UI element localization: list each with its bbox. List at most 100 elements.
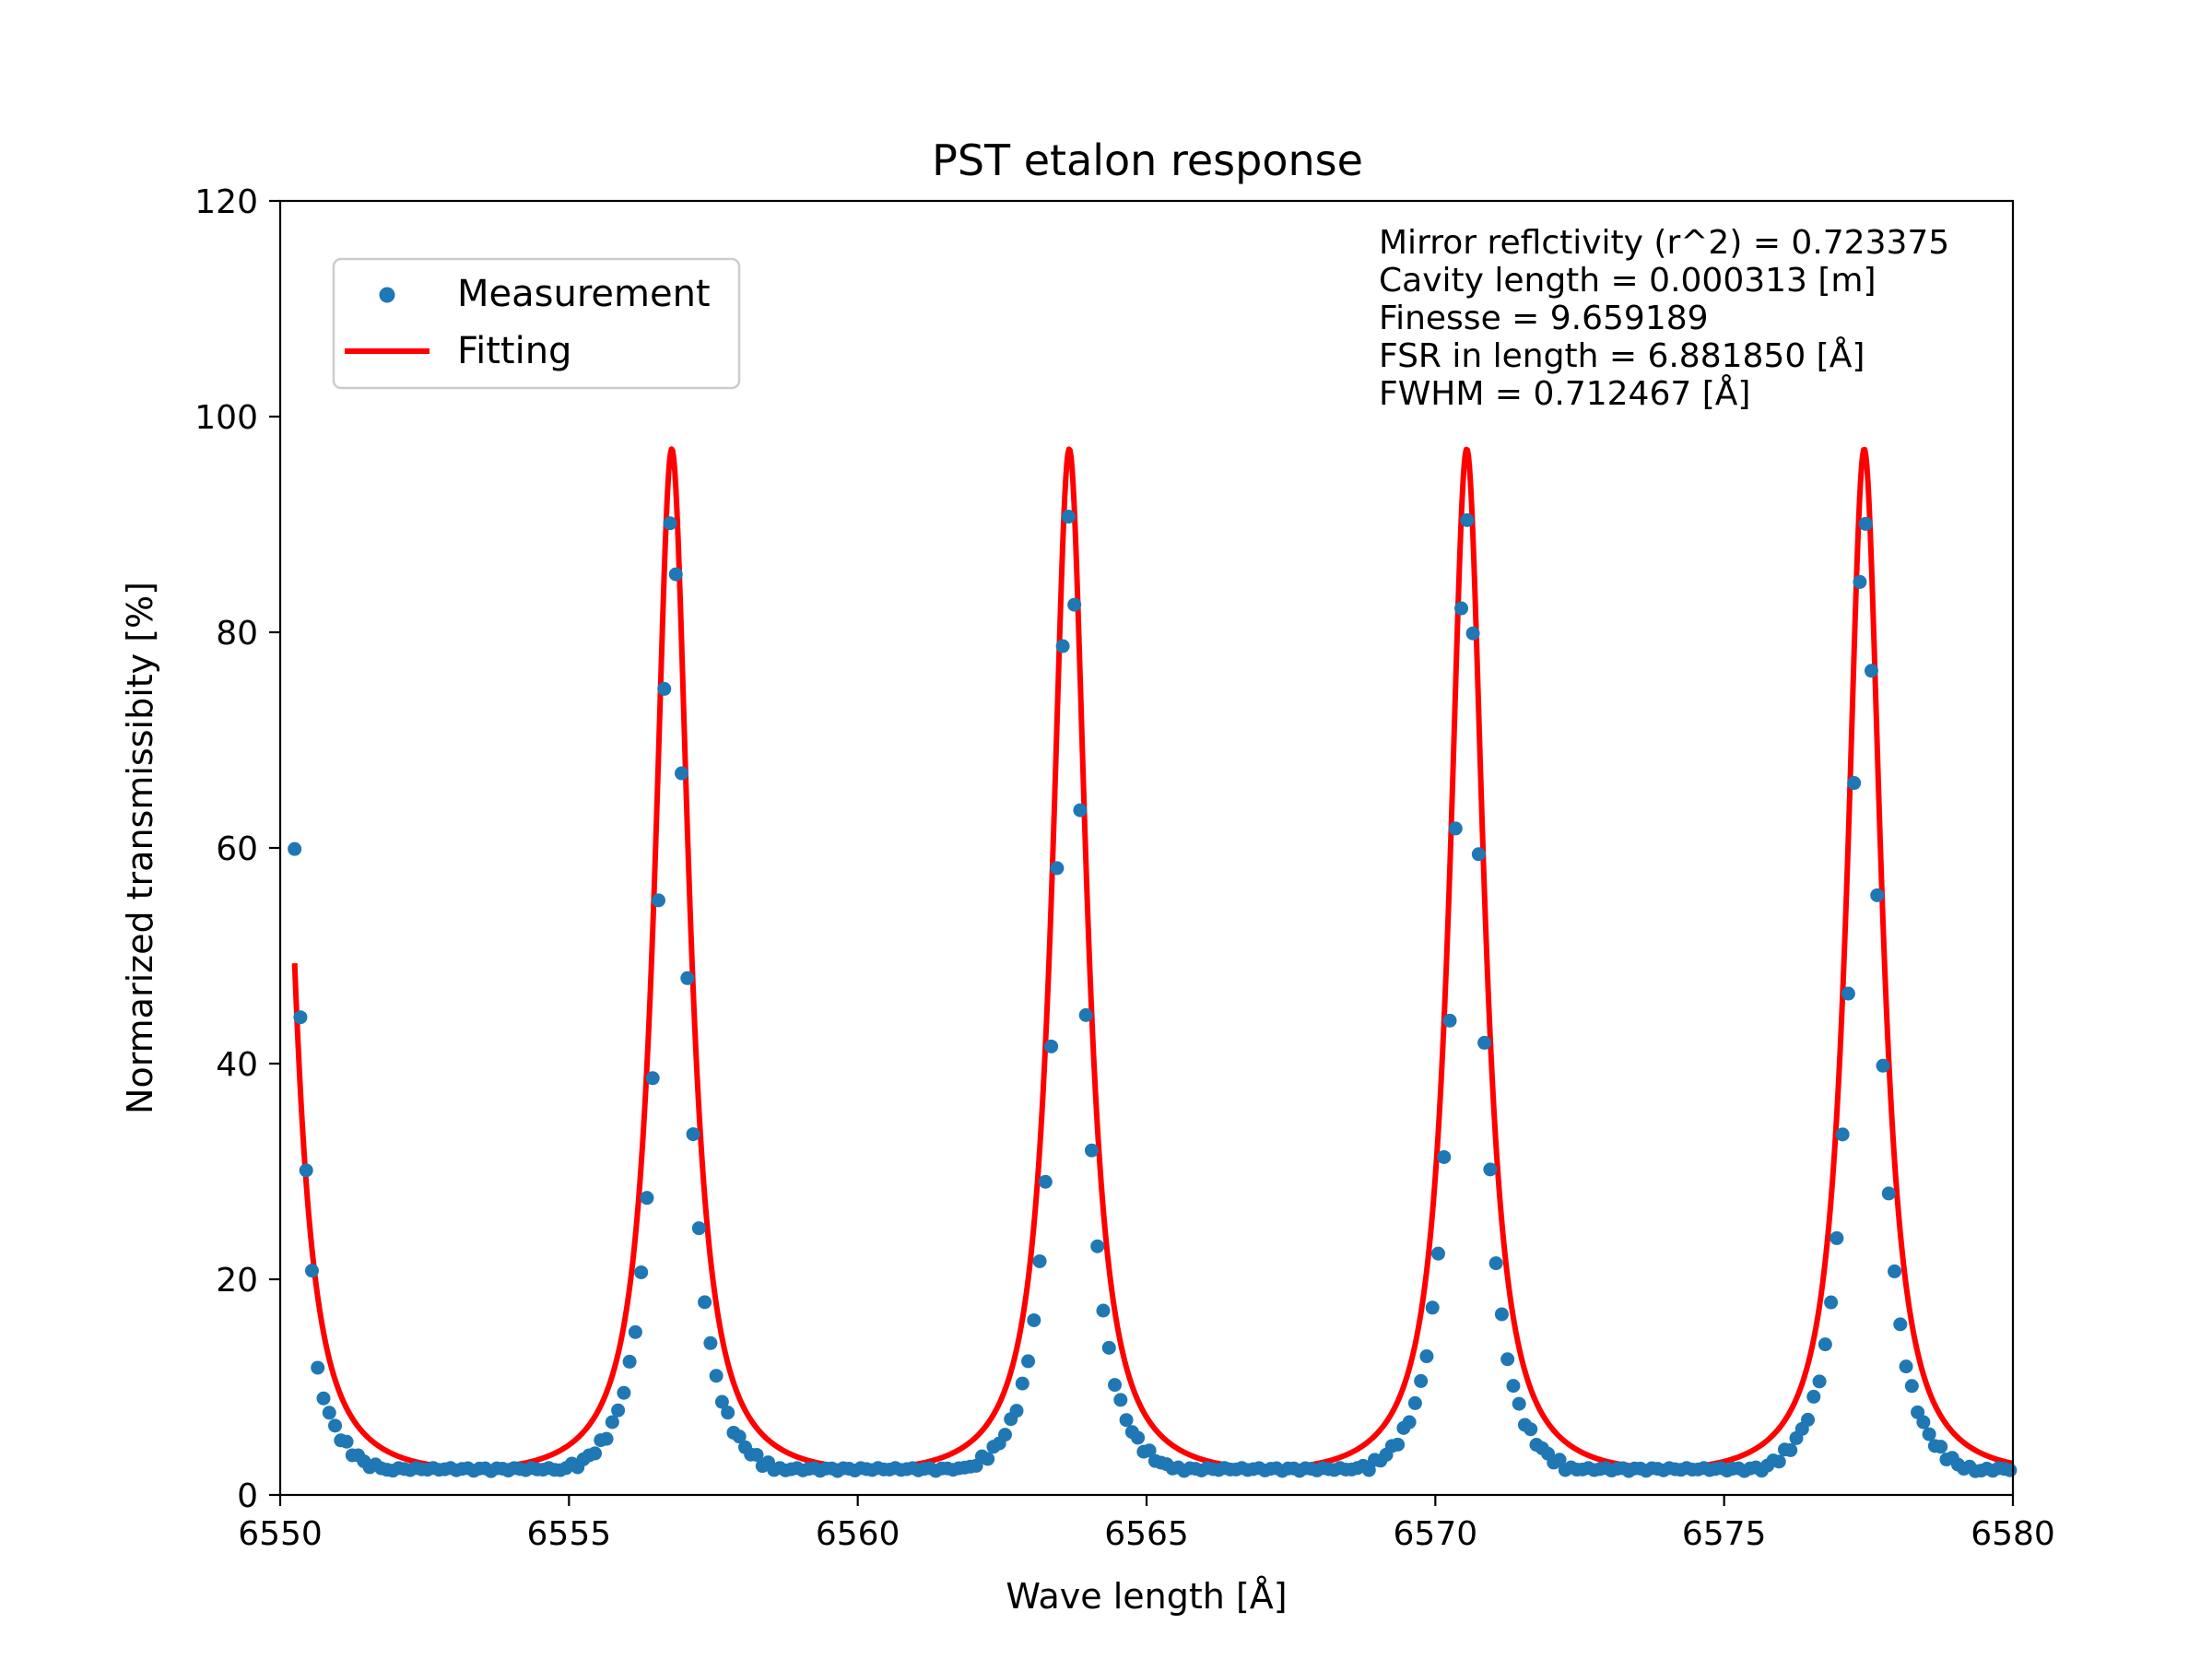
measurement-point: [2003, 1463, 2018, 1477]
x-tick-label: 6560: [816, 1515, 900, 1553]
measurement-point: [1402, 1415, 1417, 1430]
measurement-point: [1044, 1039, 1059, 1053]
measurement-point: [628, 1324, 642, 1339]
measurement-point: [997, 1428, 1012, 1442]
measurement-point: [322, 1406, 336, 1420]
x-tick-label: 6555: [527, 1515, 612, 1553]
measurement-point: [1818, 1337, 1832, 1352]
measurement-point: [698, 1295, 712, 1310]
measurement-point: [1442, 1013, 1457, 1028]
y-tick-label: 120: [194, 183, 258, 221]
measurement-point: [721, 1406, 735, 1420]
measurement-point: [1465, 626, 1480, 641]
measurement-point: [645, 1071, 660, 1086]
measurement-point: [1096, 1303, 1111, 1318]
y-tick-label: 80: [216, 615, 258, 653]
measurement-point: [1858, 516, 1873, 531]
y-tick-label: 40: [216, 1046, 258, 1084]
measurement-point: [1015, 1376, 1030, 1391]
annotation-fsr: FSR in length = 6.881850 [Å]: [1379, 335, 1865, 375]
measurement-point: [657, 681, 672, 696]
plot-area: [278, 199, 2018, 1497]
measurement-point: [1021, 1354, 1036, 1369]
measurement-point: [1899, 1359, 1913, 1374]
measurement-point: [1500, 1352, 1515, 1367]
measurement-point: [1050, 861, 1065, 876]
chart-title: PST etalon response: [932, 135, 1363, 185]
x-tick-label: 6565: [1104, 1515, 1189, 1553]
measurement-point: [1477, 1035, 1492, 1050]
measurement-point: [622, 1354, 637, 1369]
y-tick-label: 60: [216, 830, 258, 868]
measurement-point: [1771, 1454, 1786, 1469]
measurement-point: [1853, 574, 1867, 589]
measurement-point: [1934, 1440, 1948, 1454]
measurement-point: [1893, 1317, 1908, 1332]
annotation-fwhm: FWHM = 0.712467 [Å]: [1379, 373, 1750, 413]
measurement-point: [1067, 597, 1082, 612]
measurement-point: [1876, 1058, 1890, 1073]
measurement-point: [1801, 1412, 1816, 1427]
measurement-point: [1552, 1453, 1567, 1467]
measurement-point: [588, 1446, 603, 1461]
measurement-point: [299, 1163, 313, 1178]
measurement-point: [691, 1221, 706, 1236]
measurement-point: [732, 1430, 747, 1444]
measurement-point: [634, 1265, 649, 1279]
measurement-point: [668, 567, 683, 582]
measurement-point: [605, 1415, 619, 1430]
annotation-reflectivity: Mirror reflctivity (r^2) = 0.723375: [1379, 224, 1949, 262]
measurement-point: [1881, 1186, 1896, 1201]
x-axis: 6550 6555 6560 6565 6570 6575 6580: [238, 1495, 2055, 1553]
measurement-point: [640, 1191, 654, 1206]
measurement-point: [1084, 1143, 1099, 1158]
measurement-point: [1119, 1413, 1134, 1428]
measurement-point: [1361, 1463, 1376, 1477]
measurement-point: [1524, 1422, 1538, 1437]
measurement-point: [981, 1452, 995, 1466]
measurement-point: [749, 1447, 764, 1462]
measurement-point: [703, 1335, 718, 1350]
measurement-point: [328, 1418, 343, 1433]
x-tick-label: 6580: [1971, 1515, 2055, 1553]
measurement-point: [1142, 1443, 1157, 1458]
measurement-point: [1506, 1379, 1521, 1394]
y-tick-label: 100: [194, 399, 258, 437]
measurement-point: [1864, 664, 1878, 678]
measurement-point: [1824, 1295, 1839, 1310]
measurement-point: [1841, 986, 1855, 1001]
y-tick-label: 0: [237, 1477, 258, 1515]
measurement-point: [288, 841, 302, 856]
x-tick-label: 6575: [1682, 1515, 1767, 1553]
measurement-point: [311, 1360, 325, 1375]
measurement-point: [1131, 1430, 1146, 1445]
measurement-point: [1027, 1312, 1041, 1327]
measurement-point: [1471, 847, 1486, 862]
measurement-point: [339, 1434, 354, 1449]
measurement-point: [1078, 1007, 1093, 1022]
legend-box: [332, 257, 741, 390]
measurement-point: [1454, 601, 1469, 616]
measurement-point: [1061, 510, 1076, 524]
measurement-point: [1113, 1393, 1128, 1407]
measurement-point: [1783, 1442, 1798, 1457]
annotation-cavity-length: Cavity length = 0.000313 [m]: [1379, 262, 1877, 300]
annotation-finesse: Finesse = 9.659189: [1379, 300, 1709, 337]
measurement-point: [1512, 1396, 1526, 1411]
measurement-point: [1448, 821, 1463, 836]
measurement-point: [1032, 1253, 1047, 1268]
measurement-point: [1101, 1340, 1116, 1355]
measurement-point: [1812, 1374, 1827, 1389]
measurement-point: [617, 1385, 631, 1400]
legend: Measurement Fitting: [332, 257, 741, 390]
measurement-point: [686, 1127, 700, 1142]
measurement-point: [1430, 1246, 1445, 1261]
measurement-point: [1009, 1404, 1024, 1418]
measurement-point: [709, 1369, 724, 1383]
measurement-point: [1073, 803, 1088, 818]
measurement-point: [1830, 1230, 1844, 1245]
measurement-point: [651, 893, 665, 908]
measurement-point: [1916, 1415, 1931, 1430]
measurement-point: [611, 1403, 626, 1418]
measurement-point: [1494, 1307, 1509, 1322]
